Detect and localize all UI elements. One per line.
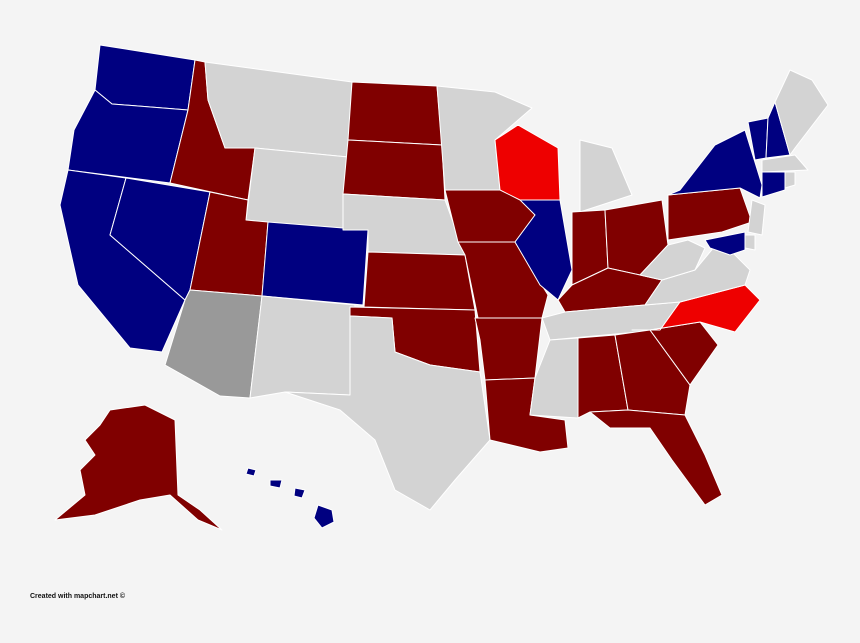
state-florida[interactable] xyxy=(589,409,723,506)
state-washington[interactable] xyxy=(94,44,196,111)
state-south-dakota[interactable] xyxy=(342,139,446,201)
map-credit: Created with mapchart.net © xyxy=(30,593,126,600)
state-west-virginia[interactable] xyxy=(639,239,706,281)
state-maryland[interactable] xyxy=(704,231,746,256)
state-alaska[interactable] xyxy=(54,404,223,531)
state-wyoming[interactable] xyxy=(245,147,349,231)
state-arkansas[interactable] xyxy=(474,317,543,381)
state-new-york[interactable] xyxy=(667,129,763,199)
state-mississippi[interactable] xyxy=(529,337,579,419)
state-wisconsin[interactable] xyxy=(494,124,561,201)
state-montana[interactable] xyxy=(204,61,353,158)
state-new-mexico[interactable] xyxy=(249,295,356,399)
state-kansas[interactable] xyxy=(363,251,476,311)
state-hawaii[interactable] xyxy=(245,467,335,529)
state-rhode-island[interactable] xyxy=(784,171,796,189)
state-north-dakota[interactable] xyxy=(347,81,443,146)
state-connecticut[interactable] xyxy=(761,171,786,198)
state-georgia[interactable] xyxy=(614,329,691,416)
state-delaware[interactable] xyxy=(744,234,756,251)
state-massachusetts[interactable] xyxy=(761,154,809,173)
state-illinois[interactable] xyxy=(514,199,573,301)
state-colorado[interactable] xyxy=(261,221,369,306)
state-texas[interactable] xyxy=(284,315,491,511)
state-pennsylvania[interactable] xyxy=(667,187,753,241)
state-new-jersey[interactable] xyxy=(747,199,766,236)
state-maine[interactable] xyxy=(774,69,829,156)
states-layer xyxy=(54,44,829,531)
state-michigan[interactable] xyxy=(579,139,633,213)
